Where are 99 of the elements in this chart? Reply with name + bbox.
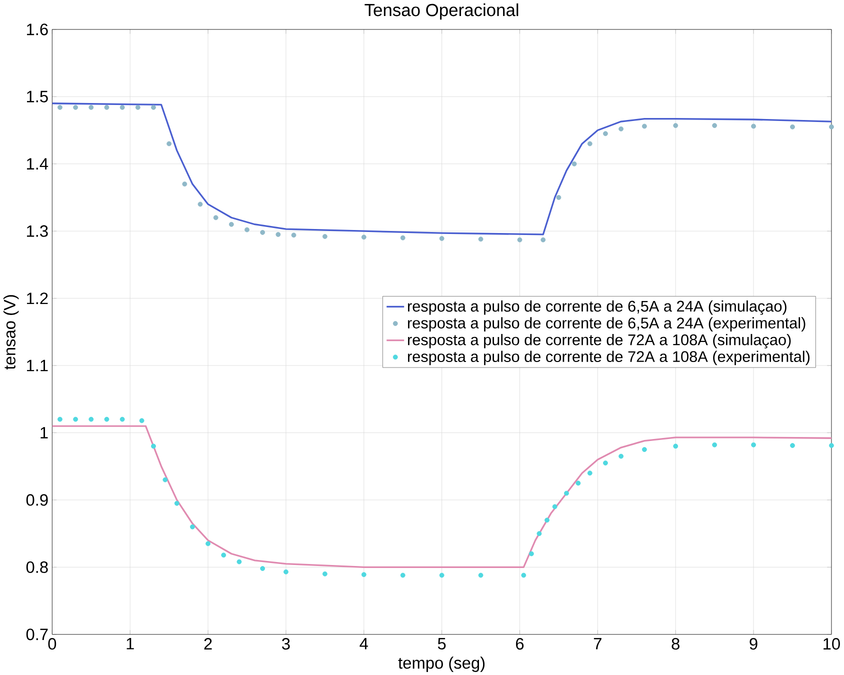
point — [521, 572, 526, 578]
y-tick-label: 1.4 — [26, 158, 48, 170]
point — [478, 572, 484, 578]
point — [642, 446, 647, 452]
y-tick-label: 1.2 — [26, 292, 48, 304]
y-tick-label: 1.3 — [26, 225, 48, 237]
x-tick-label: 1 — [126, 638, 134, 650]
point — [552, 504, 558, 509]
point — [162, 477, 168, 482]
y-tick-label: 1.1 — [26, 360, 48, 371]
point — [603, 460, 608, 466]
point — [673, 122, 678, 128]
point — [260, 566, 266, 571]
point — [120, 416, 125, 422]
x-tick-label: 4 — [360, 638, 368, 650]
x-tick-label: 3 — [282, 638, 290, 650]
point — [829, 442, 834, 448]
point — [400, 572, 406, 578]
point — [536, 530, 542, 536]
point — [322, 234, 328, 239]
point — [673, 444, 678, 448]
point — [564, 490, 569, 496]
point — [751, 442, 756, 448]
point — [198, 202, 203, 206]
point — [88, 104, 94, 110]
point — [540, 237, 546, 242]
point — [139, 418, 144, 423]
point — [228, 222, 234, 227]
point — [190, 524, 195, 530]
x-tick-label: 2 — [204, 638, 212, 650]
legend-label: resposta a pulso de corrente de 72A a 108A (experimental) — [408, 350, 810, 365]
point — [151, 444, 156, 448]
point — [88, 416, 94, 422]
y-tick-label: 0.7 — [26, 628, 48, 640]
point — [618, 454, 624, 459]
point — [751, 124, 756, 128]
x-tick-label: 6 — [516, 638, 524, 650]
point — [712, 442, 718, 448]
point — [587, 470, 592, 476]
x-axis-title: tempo (seg) — [398, 656, 485, 672]
point — [260, 230, 266, 235]
y-tick-label: 1.6 — [26, 23, 48, 36]
point — [291, 232, 296, 238]
x-tick-label: 0 — [48, 638, 56, 650]
y-tick-label: 1.5 — [26, 90, 48, 102]
point — [572, 161, 577, 166]
legend-label: resposta a pulso de corrente de 72A a 108A (simulaçao) — [408, 334, 791, 348]
point — [712, 122, 718, 128]
point — [120, 104, 125, 110]
point — [322, 571, 328, 576]
point — [104, 416, 110, 422]
point — [284, 569, 288, 574]
point — [544, 517, 550, 522]
point — [642, 124, 647, 128]
point — [618, 126, 624, 132]
x-tick-label: 5 — [438, 638, 446, 650]
point — [439, 236, 444, 241]
point — [73, 104, 78, 110]
chart-title: Tensao Operacional — [364, 3, 518, 20]
point — [517, 237, 522, 242]
point — [439, 572, 444, 578]
point — [400, 235, 406, 240]
point — [556, 194, 562, 200]
point — [174, 500, 180, 506]
point — [528, 551, 534, 556]
point — [58, 416, 62, 422]
point — [58, 104, 62, 110]
legend-label: resposta a pulso de corrente de 6,5A a 24A (experimental) — [408, 317, 806, 332]
point — [576, 480, 581, 486]
point — [478, 236, 484, 242]
x-tick-label: 8 — [672, 638, 680, 650]
point — [182, 181, 188, 186]
point — [73, 416, 78, 422]
legend-label: resposta a pulso de corrente de 6,5A a 24A (simulaçao) — [408, 300, 786, 315]
point — [236, 559, 242, 564]
y-axis-title: tensao (V) — [3, 294, 19, 370]
point — [135, 104, 140, 110]
point — [213, 215, 218, 220]
point — [790, 124, 795, 130]
point — [104, 104, 110, 110]
point — [603, 130, 608, 136]
point — [221, 552, 226, 558]
point — [587, 141, 592, 146]
point — [829, 124, 834, 130]
point — [244, 227, 250, 232]
y-tick-label: 0.9 — [26, 494, 48, 506]
line-series — [52, 102, 832, 236]
point — [790, 442, 795, 448]
point — [276, 232, 281, 237]
point — [206, 541, 210, 546]
point — [151, 104, 156, 110]
point — [361, 572, 366, 577]
y-tick-label: 1 — [40, 426, 48, 438]
x-tick-label: 9 — [750, 638, 758, 650]
point — [166, 141, 172, 146]
x-tick-label: 10 — [824, 638, 840, 650]
y-tick-label: 0.8 — [26, 561, 48, 573]
point — [361, 234, 366, 240]
x-tick-label: 7 — [594, 638, 602, 650]
